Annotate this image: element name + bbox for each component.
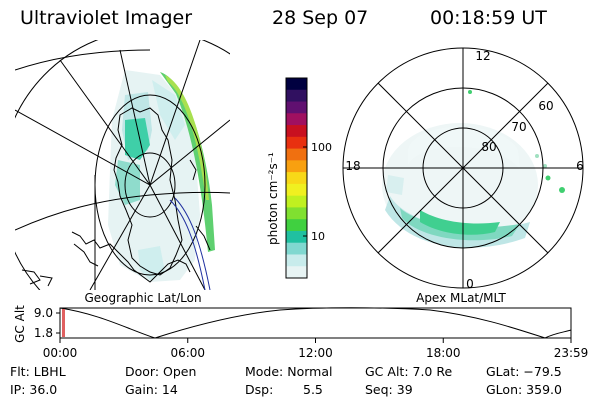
orbit-track bbox=[169, 197, 211, 290]
mlat-label-70: 70 bbox=[511, 120, 526, 134]
colorbar-strip bbox=[286, 266, 307, 279]
dsp-label: Dsp: bbox=[245, 382, 274, 397]
x-tick-label-1800: 18:00 bbox=[426, 346, 461, 360]
mlt-label-0: 0 bbox=[466, 277, 474, 291]
colorbar-strip bbox=[286, 172, 307, 185]
colorbar-strips bbox=[286, 78, 307, 279]
geo-graticule bbox=[15, 40, 230, 290]
glat-status: GLat: −79.5 bbox=[486, 364, 562, 379]
seq-status: Seq: 39 bbox=[365, 382, 413, 397]
mlt-label-12: 12 bbox=[475, 49, 490, 63]
x-tick-label-2359: 23:59 bbox=[554, 346, 589, 360]
gain-status: Gain: 14 bbox=[125, 382, 178, 397]
altitude-axis-title: GC Alt bbox=[13, 305, 27, 343]
mode-status: Mode: Normal bbox=[245, 364, 333, 379]
colorbar-unit-label: photon cm⁻²s⁻¹ bbox=[266, 152, 280, 245]
dsp-value: 5.5 bbox=[303, 382, 323, 397]
geographic-map bbox=[15, 40, 230, 290]
colorbar-strip bbox=[286, 148, 307, 161]
colorbar-strip bbox=[286, 160, 307, 173]
mlat-label-80: 80 bbox=[481, 140, 496, 154]
colorbar-strip bbox=[286, 101, 307, 114]
alt-tick-label-top: 9.0 bbox=[34, 306, 53, 320]
mlt-label-6: 6 bbox=[576, 159, 584, 173]
colorbar-strip bbox=[286, 78, 307, 91]
colorbar-strip bbox=[286, 230, 307, 244]
x-tick-label-1200: 12:00 bbox=[298, 346, 333, 360]
colorbar-strip bbox=[286, 219, 307, 232]
x-tick-label-0000: 00:00 bbox=[43, 346, 78, 360]
apex-polar-plot: 12 18 6 0 60 70 80 bbox=[342, 47, 584, 291]
colorbar-strip bbox=[286, 195, 307, 208]
mlt-label-18: 18 bbox=[345, 159, 360, 173]
colorbar-strip bbox=[286, 136, 307, 150]
colorbar: 100 10 photon cm⁻²s⁻¹ bbox=[266, 77, 332, 279]
x-tick-label-0600: 06:00 bbox=[170, 346, 205, 360]
geo-caption: Geographic Lat/Lon bbox=[84, 291, 201, 305]
ip-status: IP: 36.0 bbox=[10, 382, 58, 397]
apex-grid bbox=[342, 47, 584, 289]
colorbar-strip bbox=[286, 242, 307, 255]
colorbar-strip bbox=[286, 183, 307, 197]
colorbar-tick-label-100: 100 bbox=[311, 141, 332, 154]
alt-tick-label-bottom: 1.8 bbox=[34, 326, 53, 340]
apex-aurora-emission bbox=[382, 90, 565, 248]
mlat-label-60: 60 bbox=[538, 99, 553, 113]
glon-status: GLon: 359.0 bbox=[486, 382, 562, 397]
filter-status: Flt: LBHL bbox=[10, 364, 66, 379]
coastlines bbox=[21, 107, 211, 287]
colorbar-strip bbox=[286, 125, 307, 138]
altitude-curve bbox=[59, 307, 572, 339]
current-time-marker bbox=[62, 309, 65, 337]
time-label: 00:18:59 UT bbox=[430, 7, 547, 29]
altitude-plot: 9.0 1.8 GC Alt 00:00 06:00 12:00 18:00 2… bbox=[13, 305, 588, 360]
date-label: 28 Sep 07 bbox=[272, 7, 369, 29]
instrument-title: Ultraviolet Imager bbox=[20, 7, 193, 29]
apex-caption: Apex MLat/MLT bbox=[416, 291, 506, 305]
gc-alt-status: GC Alt: 7.0 Re bbox=[365, 364, 453, 379]
door-status: Door: Open bbox=[125, 364, 197, 379]
colorbar-strip bbox=[286, 207, 307, 220]
colorbar-strip bbox=[286, 89, 307, 103]
colorbar-strip bbox=[286, 113, 307, 126]
colorbar-strip bbox=[286, 254, 307, 267]
colorbar-tick-label-10: 10 bbox=[311, 230, 325, 243]
